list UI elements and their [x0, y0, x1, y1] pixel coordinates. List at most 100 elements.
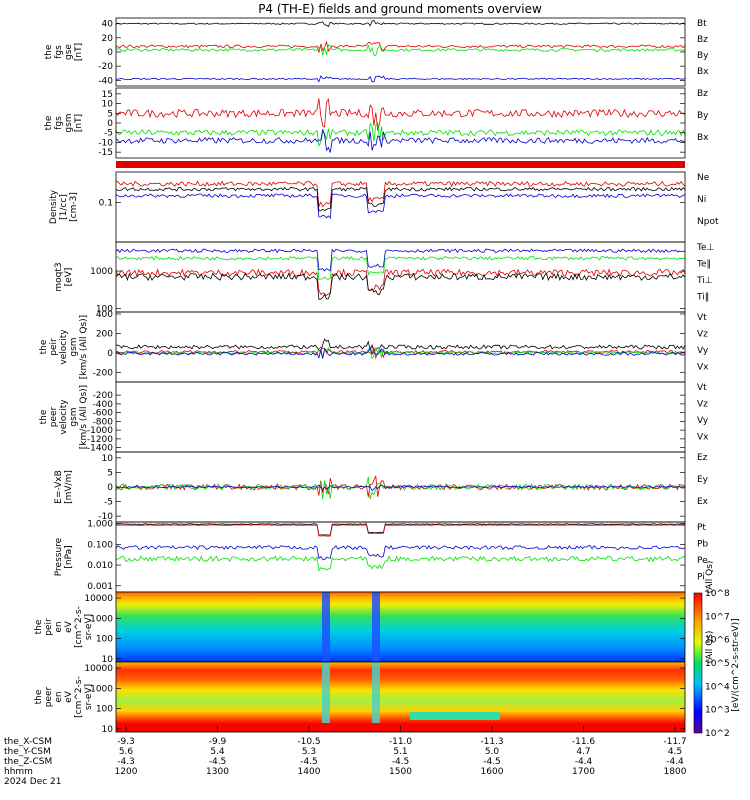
x-tick-label: -4.3 — [117, 757, 135, 767]
y-tick-label: 1000 — [90, 614, 113, 624]
y-tick-label: -1200 — [87, 435, 113, 445]
y-axis-label: sr-eV] — [84, 684, 94, 710]
series-line-Vt — [115, 338, 686, 353]
panel-frame — [115, 17, 686, 87]
legend-Ez: Ez — [697, 453, 708, 463]
y-tick-label: -10 — [98, 138, 113, 148]
y-axis-label: [nT] — [74, 114, 84, 132]
y-tick-label: 10 — [102, 725, 114, 735]
x-tick-label: 1400 — [298, 767, 321, 777]
legend-Bx: Bx — [697, 133, 709, 143]
x-tick-label: 5.3 — [302, 747, 316, 757]
x-tick-label: 5.0 — [485, 747, 500, 757]
y-axis-label: the — [34, 689, 44, 704]
x-tick-label: 1700 — [572, 767, 595, 777]
panel-peir-spec: 10000 1000 100 10 the peir en eV [cm^2-s-sr-eV] (… — [34, 591, 715, 665]
x-tick-label: -4.4 — [666, 757, 684, 767]
y-axis-label: the — [44, 44, 54, 59]
y-axis-label: Pressure — [54, 537, 64, 576]
y-axis-label: Density — [49, 189, 59, 224]
y-tick-label: 1000 — [90, 684, 113, 694]
x-tick-label: 1200 — [115, 767, 138, 777]
y-axis-label: moqt3 — [54, 262, 64, 291]
series-line-Bz — [115, 97, 686, 131]
colorbar-tick: 10^4 — [705, 682, 730, 692]
panel-peer-velocity: -200-400-600-800-1000-1200-1400 the peer ve… — [39, 381, 709, 454]
ephemeris-label: hhmm — [4, 767, 33, 777]
x-tick-label: -11.0 — [389, 737, 413, 747]
x-tick-label: -4.5 — [300, 757, 318, 767]
y-tick-label: 0.1 — [99, 199, 113, 209]
y-axis-label: [cm^2-s- — [74, 676, 84, 718]
y-tick-label: 100 — [96, 705, 113, 715]
y-tick-label: 0 — [107, 483, 113, 493]
spectrogram-fill — [116, 662, 685, 732]
series-line-Bx — [115, 75, 686, 83]
x-tick-label: 4.5 — [668, 747, 682, 757]
legend-Pb: Pb — [697, 540, 708, 550]
y-axis-label: gsm — [69, 337, 79, 356]
y-axis-label: peer — [49, 406, 59, 427]
series-line-By — [115, 44, 686, 56]
series-line-Bt — [115, 19, 686, 28]
legend-Ti‖: Ti‖ — [696, 293, 709, 303]
y-axis-label: fgs — [54, 45, 64, 59]
legend-Vx: Vx — [697, 363, 709, 373]
y-tick-label: 0 — [107, 48, 113, 58]
series-line-Bx — [115, 128, 686, 153]
y-axis-label: peir — [49, 338, 59, 356]
y-axis-label: the — [34, 619, 44, 634]
right-axis-label: (All Qs) — [705, 561, 715, 594]
y-axis-label: [cm^2-s- — [74, 606, 84, 648]
x-tick-label: 5.1 — [393, 747, 407, 757]
y-axis-label: en — [54, 621, 64, 632]
y-tick-label: 10 — [102, 655, 114, 665]
x-tick-label: -11.6 — [572, 737, 596, 747]
x-tick-label: 1500 — [389, 767, 412, 777]
legend-Vt: Vt — [697, 383, 707, 393]
legend-Bx: Bx — [697, 67, 709, 77]
ephemeris-label: the_Y-CSM — [4, 747, 51, 757]
y-tick-label: -20 — [98, 62, 113, 72]
legend-Bz: Bz — [697, 89, 708, 99]
series-line-Ti‖ — [115, 255, 686, 280]
x-tick-label: -4.5 — [483, 757, 501, 767]
colorbar-tick: 10^7 — [705, 612, 730, 622]
y-tick-label: 0.010 — [87, 561, 113, 571]
y-axis-label: [nT] — [74, 43, 84, 61]
y-tick-label: 0.100 — [87, 540, 113, 550]
legend-Vt: Vt — [697, 313, 707, 323]
x-tick-label: -10.5 — [297, 737, 320, 747]
y-axis-label: [nPa] — [64, 545, 74, 568]
x-tick-label: -11.3 — [480, 737, 503, 747]
y-axis-label: en — [54, 691, 64, 702]
series-line-Pb — [115, 524, 686, 537]
series-line-Ti⊥ — [115, 248, 686, 272]
legend-Te⊥: Te⊥ — [696, 243, 715, 253]
legend-Ne: Ne — [697, 173, 710, 183]
legend-Pe: Pe — [697, 556, 708, 566]
y-tick-label: 100 — [96, 304, 113, 314]
y-tick-label: 1.000 — [87, 520, 113, 530]
series-line-Pi — [115, 545, 686, 561]
x-tick-label: -9.3 — [117, 737, 135, 747]
y-axis-label: sr-eV] — [84, 614, 94, 640]
panel-peer-spec: 10000 1000 100 10 the peer en eV [cm^2-s-sr-eV] — [34, 661, 686, 735]
y-axis-label: [cm-3] — [69, 192, 79, 222]
x-tick-label: 1800 — [664, 767, 687, 777]
legend-By: By — [697, 111, 709, 121]
y-tick-label: 10 — [102, 100, 114, 110]
y-axis-label: the — [39, 339, 49, 354]
figure-title: P4 (TH-E) fields and ground moments over… — [258, 2, 542, 16]
panel-frame — [115, 381, 686, 453]
y-tick-label: -1000 — [87, 426, 113, 436]
y-tick-label: 400 — [96, 310, 113, 320]
series-line-Te⊥ — [115, 268, 686, 297]
panel-frame — [115, 87, 686, 159]
y-tick-label: 10000 — [84, 594, 113, 604]
y-axis-label: fgs — [54, 116, 64, 130]
y-axis-label: [eV] — [64, 268, 74, 287]
y-tick-label: 0 — [107, 119, 113, 129]
x-tick-label: -11.7 — [663, 737, 686, 747]
